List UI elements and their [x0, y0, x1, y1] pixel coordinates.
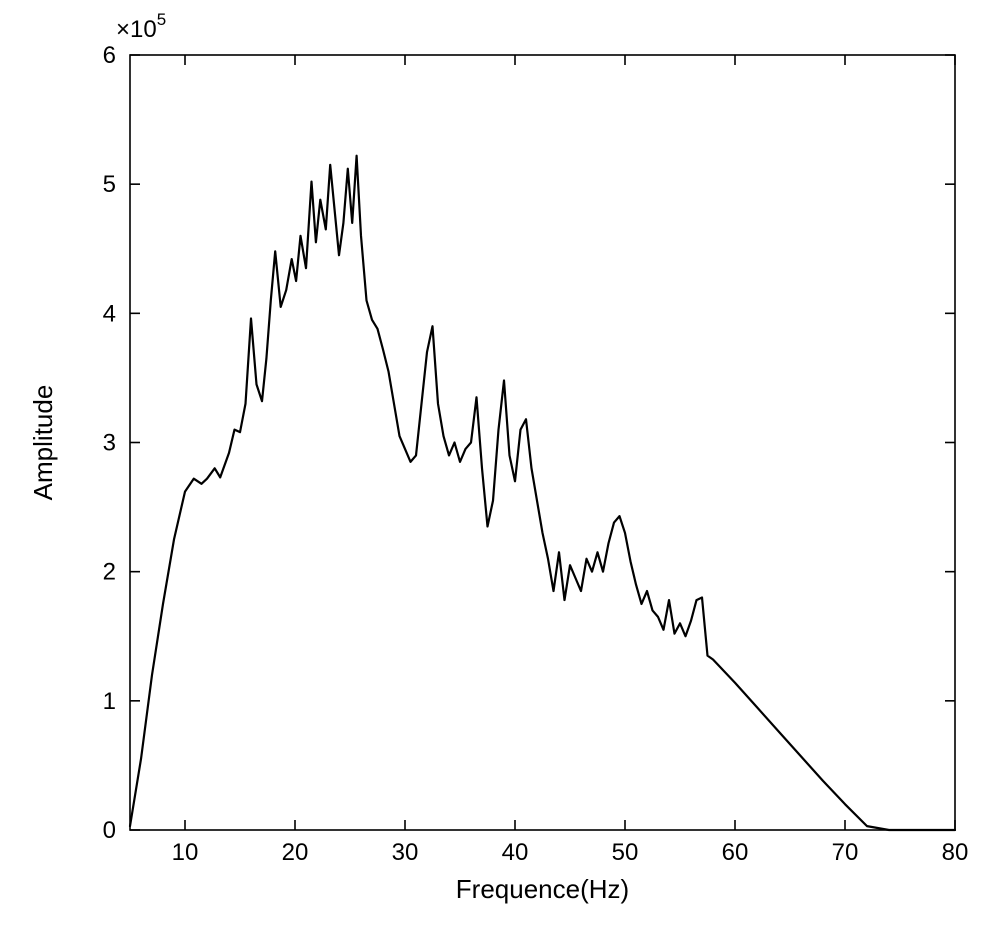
chart-svg: 10 20 30 40 50 60 70 80 0 1 2 3 4 5 6 Frequence(Hz) Ampl… — [0, 0, 1000, 925]
x-axis-label: Frequence(Hz) — [456, 874, 629, 904]
y-tick-label: 3 — [103, 430, 116, 457]
y-tick-label: 4 — [103, 300, 116, 327]
y-axis-label: Amplitude — [28, 385, 58, 501]
x-tick-label: 20 — [282, 839, 309, 866]
x-tick-label: 10 — [172, 839, 199, 866]
x-tick-label: 40 — [502, 839, 529, 866]
x-tick-label: 60 — [722, 839, 749, 866]
spectrum-line — [130, 156, 955, 830]
y-tick-label: 6 — [103, 42, 116, 69]
x-tick-label: 50 — [612, 839, 639, 866]
y-exponent-label: ×105 — [116, 10, 166, 43]
x-tick-label: 30 — [392, 839, 419, 866]
y-tick-label: 2 — [103, 559, 116, 586]
spectrum-chart: 10 20 30 40 50 60 70 80 0 1 2 3 4 5 6 Frequence(Hz) Ampl… — [0, 0, 1000, 925]
plot-border — [130, 55, 955, 830]
y-tick-label: 5 — [103, 171, 116, 198]
x-tick-label: 70 — [832, 839, 859, 866]
y-tick-label: 0 — [103, 817, 116, 844]
x-tick-label: 80 — [942, 839, 969, 866]
y-tick-label: 1 — [103, 688, 116, 715]
